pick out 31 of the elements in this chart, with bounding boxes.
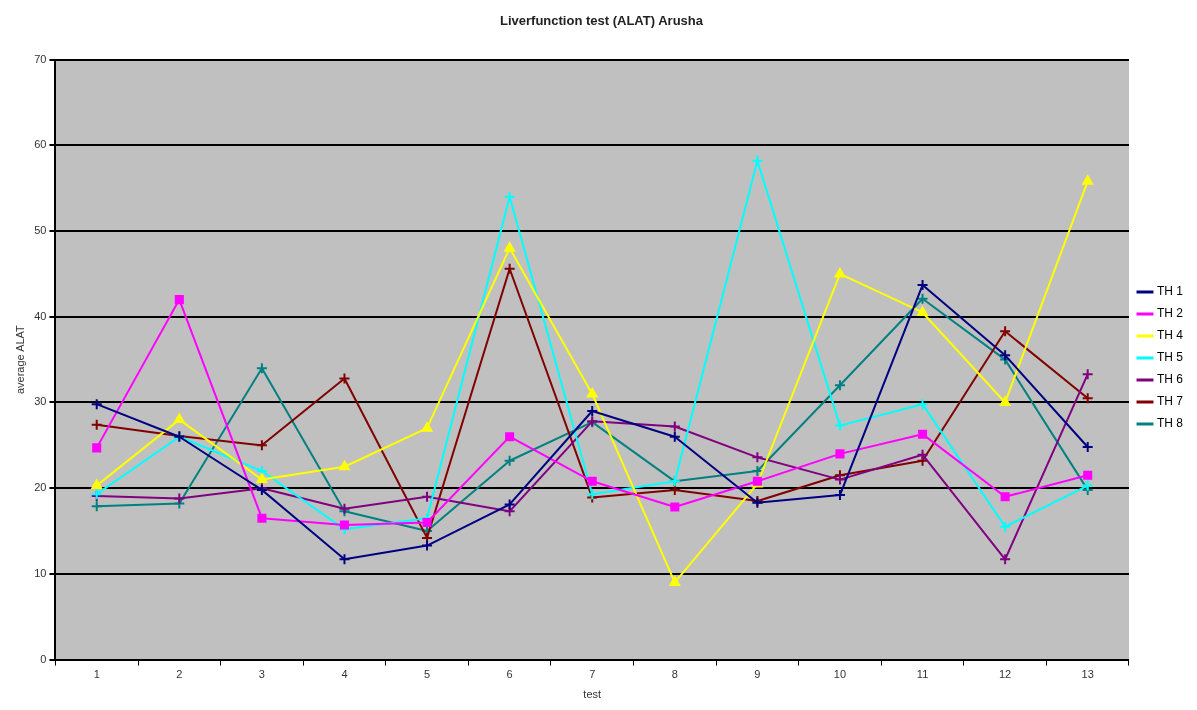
y-axis-title: average ALAT [13, 324, 26, 395]
x-tick-label: 4 [341, 668, 348, 681]
x-tick-label: 6 [506, 668, 513, 681]
x-tick-label: 1 [93, 668, 100, 681]
x-tick-label: 3 [258, 668, 265, 681]
y-tick-label: 60 [34, 138, 47, 151]
x-tick-label: 13 [1081, 668, 1094, 681]
y-tick-label: 0 [40, 652, 47, 665]
legend-label: TH 8 [1157, 416, 1184, 431]
y-tick-label: 40 [34, 309, 47, 322]
legend-label: TH 7 [1157, 394, 1184, 409]
y-tick-label: 10 [34, 566, 47, 579]
y-tick-label: 50 [34, 224, 47, 237]
chart-title: Liverfunction test (ALAT) Arusha [500, 13, 704, 29]
x-axis-title: test [583, 688, 602, 701]
legend-label: TH 4 [1157, 328, 1184, 343]
legend-label: TH 5 [1157, 350, 1184, 365]
x-tick-label: 8 [671, 668, 678, 681]
x-tick-label: 11 [916, 668, 929, 681]
y-tick-label: 70 [34, 52, 47, 65]
x-tick-label: 9 [754, 668, 761, 681]
legend-label: TH 2 [1157, 306, 1184, 321]
x-tick-label: 2 [176, 668, 183, 681]
legend-label: TH 6 [1157, 372, 1184, 387]
x-tick-label: 12 [999, 668, 1012, 681]
y-tick-label: 30 [34, 395, 47, 408]
x-tick-label: 10 [833, 668, 847, 681]
x-tick-label: 5 [423, 668, 431, 681]
x-tick-label: 7 [589, 668, 596, 681]
legend-label: TH 1 [1157, 284, 1184, 299]
y-tick-label: 20 [34, 481, 47, 494]
